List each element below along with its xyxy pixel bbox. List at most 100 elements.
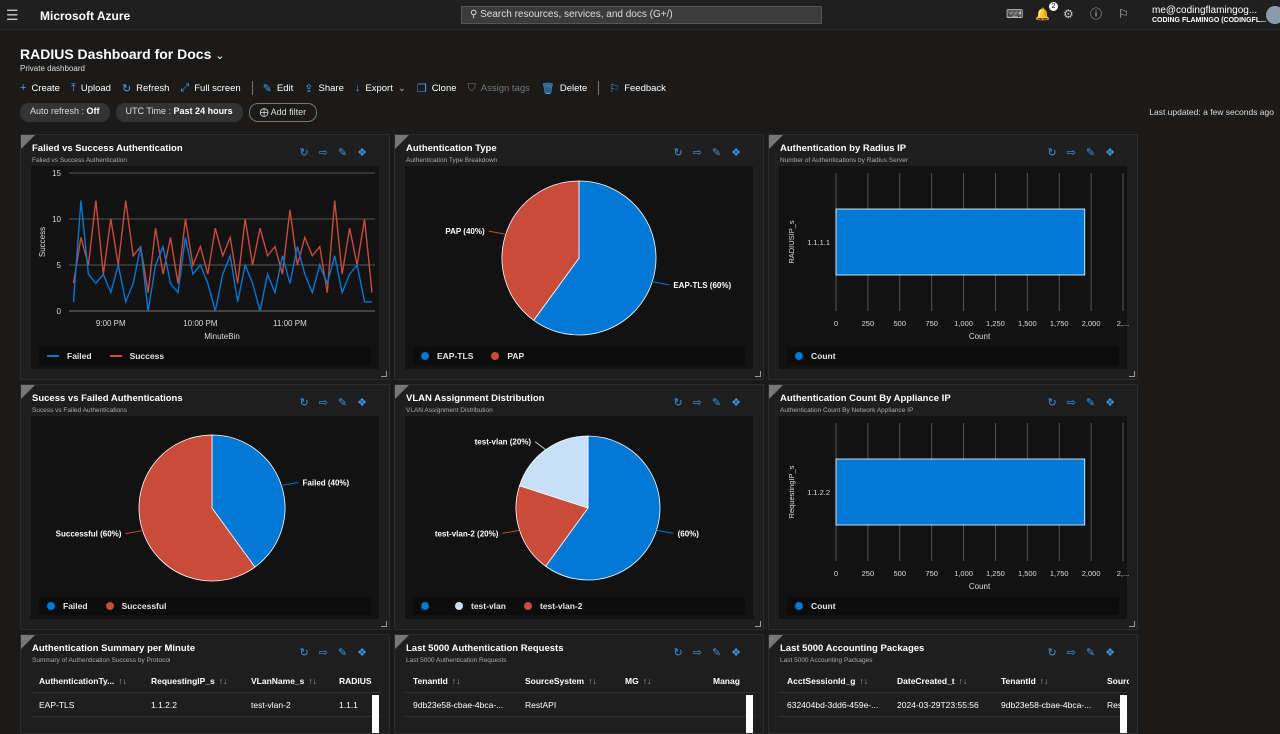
open-in-logs-icon[interactable]: ⇨ — [318, 647, 328, 659]
open-in-logs-icon[interactable]: ⇨ — [318, 147, 328, 159]
column-header[interactable]: SourceSystem ↑↓ — [525, 675, 597, 686]
help-icon[interactable]: ⓘ — [1090, 7, 1103, 21]
avatar[interactable] — [1266, 6, 1280, 24]
more-options-icon[interactable]: ❖ — [357, 397, 367, 409]
tile-title[interactable]: Last 5000 Accounting Packages — [780, 643, 925, 654]
tile-title[interactable]: Authentication Count By Appliance IP — [780, 393, 951, 404]
create-button[interactable]: + Create — [20, 82, 60, 94]
brand-logo-text[interactable]: Microsoft Azure — [40, 9, 131, 23]
tile-title[interactable]: Falied vs Success Authentication — [32, 143, 183, 154]
column-header[interactable]: Source — [1107, 675, 1129, 686]
scrollbar[interactable] — [1120, 695, 1127, 733]
edit-query-icon[interactable]: ✎ — [337, 397, 348, 409]
share-button[interactable]: ⇪ Share — [304, 82, 344, 95]
refresh-icon[interactable]: ↻ — [299, 647, 309, 659]
open-in-logs-icon[interactable]: ⇨ — [318, 397, 328, 409]
tile-title[interactable]: Sucess vs Failed Authentications — [32, 393, 183, 404]
edit-query-icon[interactable]: ✎ — [1085, 397, 1096, 409]
scrollbar[interactable] — [372, 695, 379, 733]
open-in-logs-icon[interactable]: ⇨ — [1066, 647, 1076, 659]
edit-query-icon[interactable]: ✎ — [337, 647, 348, 659]
more-options-icon[interactable]: ❖ — [1105, 397, 1115, 409]
legend-item[interactable]: Failed — [47, 351, 92, 361]
gear-icon[interactable]: ⚙ — [1063, 7, 1074, 21]
column-header[interactable]: VLanName_s ↑↓ — [251, 675, 317, 686]
resize-handle[interactable] — [755, 621, 761, 627]
time-range-button[interactable]: UTC Time : Past 24 hours — [115, 103, 243, 122]
refresh-icon[interactable]: ↻ — [1047, 147, 1057, 159]
table-row[interactable]: EAP-TLS 1.1.2.2 test-vlan-2 1.1.1 — [31, 693, 381, 717]
legend-item[interactable]: test-vlan-2 — [523, 601, 582, 611]
column-header[interactable]: RequestingIP_s ↑↓ — [151, 675, 228, 686]
legend-item[interactable]: Failed — [47, 601, 88, 611]
more-options-icon[interactable]: ❖ — [1105, 147, 1115, 159]
resize-handle[interactable] — [1129, 621, 1135, 627]
column-header[interactable]: Manag — [713, 675, 740, 686]
export-button[interactable]: ↓ Export ⌄ — [354, 82, 406, 94]
legend-item[interactable]: Successful — [105, 601, 166, 611]
more-options-icon[interactable]: ❖ — [357, 647, 367, 659]
resize-handle[interactable] — [381, 621, 387, 627]
edit-query-icon[interactable]: ✎ — [337, 147, 348, 159]
upload-button[interactable]: ⤒ Upload — [70, 81, 111, 94]
tile-title[interactable]: Authentication Summary per Minute — [32, 643, 196, 654]
more-options-icon[interactable]: ❖ — [731, 647, 741, 659]
add-filter-button[interactable]: ⨁ Add filter — [248, 103, 318, 122]
edit-query-icon[interactable]: ✎ — [711, 397, 722, 409]
account-menu[interactable]: me@codingflamingog... CODING FLAMINGO (CO… — [1152, 5, 1266, 24]
column-header[interactable]: AuthenticationTy... ↑↓ — [39, 675, 127, 686]
notifications-icon[interactable]: 🔔 — [1035, 7, 1050, 21]
refresh-icon[interactable]: ↻ — [1047, 397, 1057, 409]
more-options-icon[interactable]: ❖ — [731, 147, 741, 159]
edit-query-icon[interactable]: ✎ — [1085, 147, 1096, 159]
delete-button[interactable]: 🗑 Delete — [540, 82, 588, 95]
legend-item[interactable]: Count — [795, 351, 836, 361]
cloud-shell-icon[interactable]: ⌨ — [1006, 7, 1024, 21]
more-options-icon[interactable]: ❖ — [1105, 647, 1115, 659]
edit-query-icon[interactable]: ✎ — [711, 147, 722, 159]
clone-button[interactable]: ❐ Clone — [416, 82, 457, 95]
open-in-logs-icon[interactable]: ⇨ — [692, 647, 702, 659]
tile-title[interactable]: VLAN Assignment Distribution — [406, 393, 545, 404]
legend-item[interactable]: test-vlan — [455, 601, 506, 611]
resize-handle[interactable] — [381, 371, 387, 377]
table-row[interactable]: 9db23e58-cbae-4bca-... RestAPI — [405, 693, 755, 717]
refresh-button[interactable]: ↻ Refresh — [121, 82, 170, 95]
more-options-icon[interactable]: ❖ — [731, 397, 741, 409]
edit-query-icon[interactable]: ✎ — [1085, 647, 1096, 659]
feedback-button[interactable]: ⚐ Feedback — [609, 82, 666, 95]
scrollbar[interactable] — [746, 695, 753, 733]
page-title[interactable]: RADIUS Dashboard for Docs ⌄ — [20, 46, 225, 62]
feedback-icon[interactable]: ⚐ — [1118, 7, 1129, 21]
column-header[interactable]: AcctSessionId_g ↑↓ — [787, 675, 868, 686]
tile-title[interactable]: Authentication by Radius IP — [780, 143, 907, 154]
legend-item[interactable] — [421, 601, 437, 611]
resize-handle[interactable] — [755, 371, 761, 377]
column-header[interactable]: DateCreated_t ↑↓ — [897, 675, 968, 686]
refresh-icon[interactable]: ↻ — [299, 147, 309, 159]
open-in-logs-icon[interactable]: ⇨ — [1066, 147, 1076, 159]
legend-item[interactable]: EAP-TLS — [421, 351, 473, 361]
search-input[interactable]: ⚲ Search resources, services, and docs (… — [461, 6, 822, 24]
edit-query-icon[interactable]: ✎ — [711, 647, 722, 659]
refresh-icon[interactable]: ↻ — [299, 397, 309, 409]
column-header[interactable]: MG ↑↓ — [625, 675, 652, 686]
full-screen-button[interactable]: ⤢ Full screen — [180, 81, 241, 94]
refresh-icon[interactable]: ↻ — [673, 147, 683, 159]
assign-tags-button[interactable]: ⛉ Assign tags — [467, 81, 530, 94]
legend-item[interactable]: Count — [795, 601, 836, 611]
refresh-icon[interactable]: ↻ — [1047, 647, 1057, 659]
more-options-icon[interactable]: ❖ — [357, 147, 367, 159]
refresh-icon[interactable]: ↻ — [673, 647, 683, 659]
tile-title[interactable]: Last 5000 Authentication Requests — [406, 643, 564, 654]
column-header[interactable]: TenantId ↑↓ — [1001, 675, 1049, 686]
open-in-logs-icon[interactable]: ⇨ — [1066, 397, 1076, 409]
open-in-logs-icon[interactable]: ⇨ — [692, 147, 702, 159]
column-header[interactable]: TenantId ↑↓ — [413, 675, 461, 686]
open-in-logs-icon[interactable]: ⇨ — [692, 397, 702, 409]
table-row[interactable]: 632404bd-3dd6-459e-... 2024-03-29T23:55:5… — [779, 693, 1129, 717]
edit-button[interactable]: ✎ Edit — [262, 82, 294, 95]
resize-handle[interactable] — [1129, 371, 1135, 377]
legend-item[interactable]: PAP — [491, 351, 524, 361]
hamburger-menu-icon[interactable]: ☰ — [6, 7, 19, 23]
